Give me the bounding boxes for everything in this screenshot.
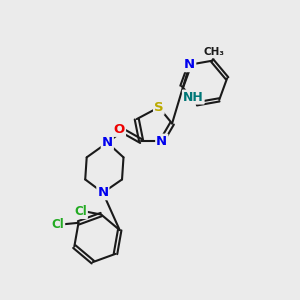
Text: Cl: Cl — [74, 205, 87, 218]
Text: N: N — [97, 186, 109, 199]
Text: N: N — [184, 58, 195, 71]
Text: Cl: Cl — [52, 218, 64, 231]
Text: S: S — [154, 101, 164, 114]
Text: O: O — [114, 123, 125, 136]
Text: CH₃: CH₃ — [203, 47, 224, 58]
Text: NH: NH — [183, 91, 204, 103]
Text: N: N — [156, 135, 167, 148]
Text: N: N — [102, 136, 113, 149]
